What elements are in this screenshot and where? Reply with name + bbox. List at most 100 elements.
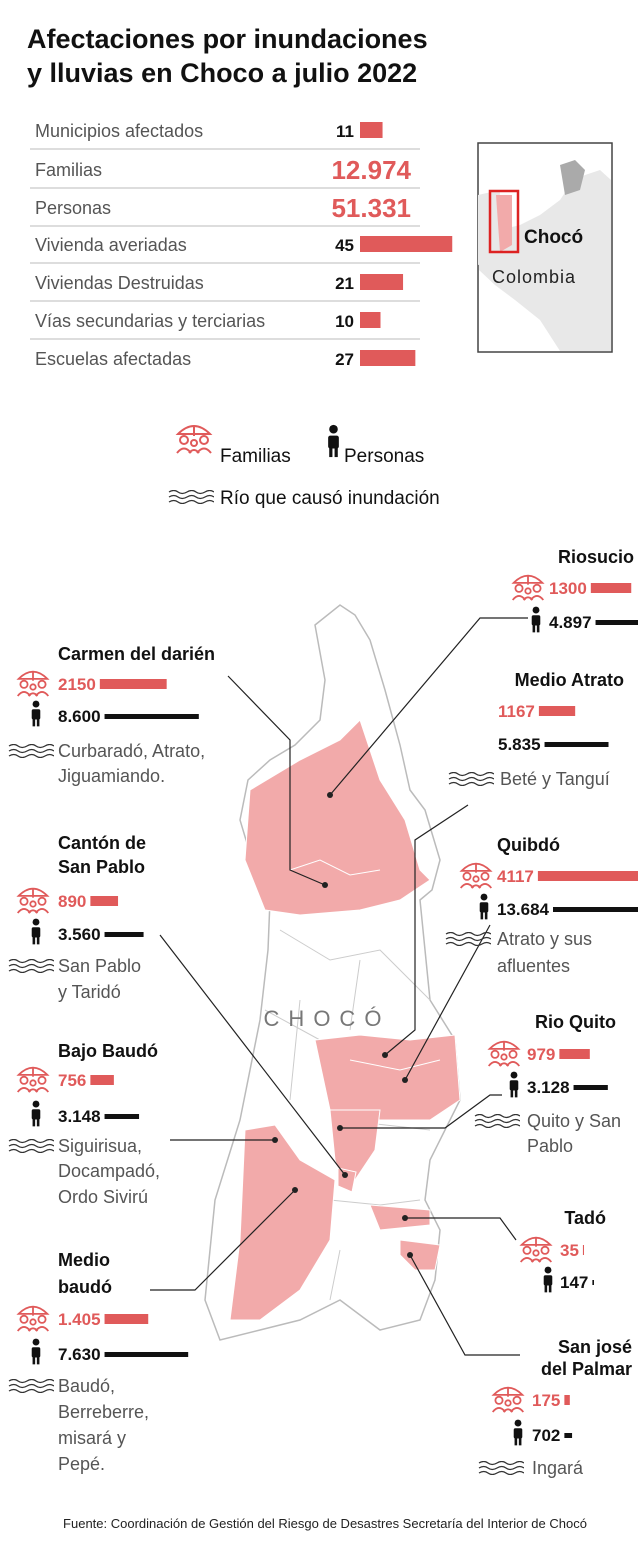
persons-bar (573, 1085, 608, 1090)
river-text: San Pablo (58, 956, 141, 976)
persons-value: 8.600 (58, 707, 101, 726)
person-icon (479, 893, 489, 920)
legend-family-icon (176, 425, 212, 454)
municipality-name: Carmen del darién (58, 644, 215, 664)
river-text: Baudó, (58, 1376, 115, 1396)
river-text: afluentes (497, 956, 570, 976)
river-text: Ingará (532, 1458, 584, 1478)
summary-bar (360, 274, 404, 290)
families-value: 979 (527, 1045, 555, 1064)
persons-bar (564, 1433, 573, 1438)
river-icon (478, 1461, 524, 1475)
family-icon (16, 1066, 50, 1093)
municipality-name: San Pablo (58, 857, 145, 877)
families-bar (559, 1049, 590, 1059)
summary-value: 10 (335, 312, 354, 331)
families-bar (538, 706, 576, 716)
family-icon (459, 862, 493, 889)
summary-bar (360, 312, 381, 328)
persons-bar (104, 1114, 140, 1119)
source: Fuente: Coordinación de Gestión del Ries… (63, 1516, 587, 1531)
map-label: CHOCÓ (264, 1006, 391, 1031)
summary-bar (360, 236, 453, 252)
families-bar (564, 1395, 570, 1405)
river-text: Berreberre, (58, 1402, 149, 1422)
legend-families: Familias (220, 446, 291, 467)
municipality-name: San josé (558, 1337, 632, 1357)
families-value: 756 (58, 1071, 86, 1090)
families-bar (537, 871, 638, 881)
families-value: 4117 (497, 867, 534, 886)
summary-value: 21 (335, 274, 354, 293)
river-icon (474, 1114, 520, 1128)
summary-value: 45 (335, 236, 354, 255)
persons-bar (592, 1280, 594, 1285)
persons-value: 147 (560, 1273, 588, 1292)
river-icon (8, 744, 54, 758)
summary-label: Escuelas afectadas (35, 349, 191, 369)
inset-country: Colombia (492, 267, 576, 287)
families-bar (90, 1075, 114, 1085)
municipality-name: del Palmar (541, 1359, 632, 1379)
summary-bar (360, 122, 383, 138)
person-icon (509, 1071, 519, 1098)
persons-value: 702 (532, 1426, 560, 1445)
persons-value: 4.897 (549, 613, 592, 632)
municipality-name: Medio (58, 1250, 110, 1270)
river-icon (448, 772, 494, 786)
river-text: Jiguamiando. (58, 766, 165, 786)
person-icon (31, 1100, 41, 1127)
person-icon (543, 1266, 553, 1293)
river-icon (8, 1379, 54, 1393)
person-icon (513, 1419, 523, 1446)
river-text: Docampadó, (58, 1161, 160, 1181)
families-value: 1300 (549, 579, 587, 598)
legend-persons: Personas (344, 446, 424, 467)
persons-value: 7.630 (58, 1345, 101, 1364)
summary-value: 27 (335, 350, 354, 369)
inset-map: Chocó Colombia (477, 142, 613, 353)
families-value: 1.405 (58, 1310, 101, 1329)
persons-bar (104, 932, 144, 937)
river-text: Beté y Tanguí (500, 769, 610, 789)
municipality-name: Cantón de (58, 833, 146, 853)
families-bar (590, 583, 632, 593)
families-value: 2150 (58, 675, 96, 694)
legend-river: Río que causó inundación (220, 488, 440, 509)
persons-value: 3.128 (527, 1078, 570, 1097)
summary-label: Municipios afectados (35, 121, 203, 141)
municipality-name: baudó (58, 1277, 112, 1297)
summary-bar (360, 350, 416, 366)
choco-map: CHOCÓ (150, 604, 528, 1356)
persons-bar (595, 620, 638, 625)
summary-label: Viviendas Destruidas (35, 273, 204, 293)
person-icon (531, 606, 541, 633)
legend-person-icon (328, 424, 339, 458)
summary-label: Vías secundarias y terciarias (35, 311, 265, 331)
person-icon (31, 918, 41, 945)
family-icon (511, 574, 545, 601)
river-text: misará y (58, 1428, 126, 1448)
families-bar (99, 679, 167, 689)
municipality-name: Riosucio (558, 547, 634, 567)
summary-label: Personas (35, 198, 111, 218)
river-text: Atrato y sus (497, 929, 592, 949)
family-icon (487, 1040, 521, 1067)
families-value: 1167 (498, 702, 535, 721)
river-text: y Taridó (58, 982, 121, 1002)
municipality-name: Bajo Baudó (58, 1041, 158, 1061)
families-value: 890 (58, 892, 86, 911)
river-text: Curbaradó, Atrato, (58, 741, 205, 761)
persons-bar (104, 1352, 189, 1357)
persons-bar (553, 907, 638, 912)
family-icon (16, 1305, 50, 1332)
summary-value: 11 (336, 122, 354, 141)
river-text: Ordo Sivirú (58, 1187, 148, 1207)
river-text: Quito y San (527, 1111, 621, 1131)
summary-value: 51.331 (331, 193, 411, 223)
municipality-name: Medio Atrato (515, 670, 624, 690)
persons-bar (544, 742, 609, 747)
summary-value: 12.974 (331, 155, 411, 185)
family-icon (16, 887, 50, 914)
family-icon (491, 1386, 525, 1413)
